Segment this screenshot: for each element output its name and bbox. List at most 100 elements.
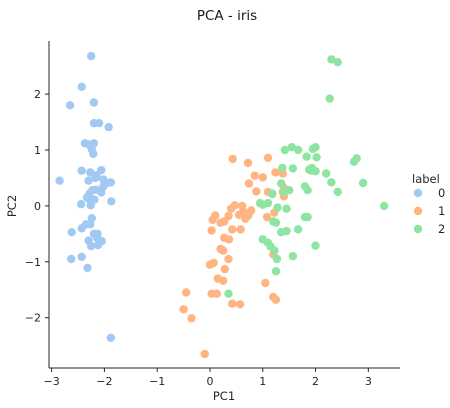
point-label-2 bbox=[307, 166, 316, 175]
point-label-1 bbox=[263, 153, 273, 162]
point-label-1 bbox=[228, 299, 237, 308]
point-label-1 bbox=[228, 154, 237, 164]
point-label-2 bbox=[327, 55, 336, 64]
point-label-0 bbox=[77, 224, 86, 233]
point-label-0 bbox=[67, 254, 76, 264]
point-label-0 bbox=[104, 122, 113, 132]
point-label-1 bbox=[230, 201, 239, 210]
point-label-2 bbox=[349, 157, 359, 166]
point-label-0 bbox=[67, 228, 76, 237]
legend: label 0 1 2 bbox=[412, 172, 445, 236]
point-label-2 bbox=[273, 203, 282, 212]
point-label-1 bbox=[252, 187, 261, 196]
legend-label-0: 0 bbox=[438, 186, 445, 200]
legend-label-2: 2 bbox=[438, 222, 445, 236]
point-label-2 bbox=[312, 153, 321, 162]
point-label-0 bbox=[106, 333, 116, 342]
point-label-2 bbox=[325, 94, 334, 103]
point-label-2 bbox=[327, 178, 336, 187]
point-label-1 bbox=[258, 173, 267, 182]
point-label-1 bbox=[219, 246, 228, 255]
point-label-0 bbox=[77, 166, 86, 175]
point-label-0 bbox=[86, 168, 95, 177]
legend-marker-0 bbox=[413, 188, 423, 198]
point-label-2 bbox=[255, 198, 265, 208]
point-label-2 bbox=[380, 201, 389, 211]
legend-title: label bbox=[412, 172, 440, 186]
point-label-1 bbox=[220, 264, 229, 274]
point-label-1 bbox=[207, 226, 216, 235]
point-label-1 bbox=[262, 212, 272, 222]
legend-marker-1 bbox=[413, 206, 423, 216]
point-label-2 bbox=[303, 212, 312, 222]
point-label-0 bbox=[89, 149, 98, 159]
point-label-2 bbox=[302, 152, 311, 161]
x-tick-label: 2 bbox=[312, 375, 319, 388]
point-label-1 bbox=[234, 210, 244, 219]
point-label-0 bbox=[77, 252, 86, 261]
point-label-2 bbox=[270, 246, 279, 255]
y-axis-label: PC2 bbox=[5, 195, 19, 217]
x-tick-label: 0 bbox=[206, 375, 213, 388]
point-label-2 bbox=[288, 164, 298, 173]
point-label-2 bbox=[311, 143, 320, 152]
x-tick-label: −3 bbox=[44, 375, 60, 388]
point-label-2 bbox=[272, 254, 282, 264]
point-label-2 bbox=[271, 267, 281, 276]
point-label-2 bbox=[278, 163, 287, 173]
y-tick-label: −1 bbox=[25, 256, 41, 269]
point-label-0 bbox=[77, 200, 86, 209]
point-label-0 bbox=[87, 241, 96, 251]
point-label-2 bbox=[280, 145, 290, 155]
point-label-2 bbox=[333, 187, 342, 197]
y-tick-label: 2 bbox=[34, 88, 41, 101]
point-label-0 bbox=[65, 101, 75, 110]
point-label-1 bbox=[224, 235, 234, 244]
point-label-2 bbox=[287, 143, 296, 152]
point-label-0 bbox=[83, 263, 92, 273]
point-label-0 bbox=[107, 197, 116, 206]
point-label-1 bbox=[219, 276, 228, 285]
point-label-1 bbox=[250, 171, 259, 180]
point-label-2 bbox=[277, 179, 286, 188]
point-label-0 bbox=[84, 176, 93, 185]
y-tick-label: 1 bbox=[34, 144, 41, 157]
point-label-2 bbox=[303, 186, 312, 195]
x-tick-label: 1 bbox=[259, 375, 266, 388]
point-label-2 bbox=[279, 187, 289, 197]
point-label-1 bbox=[179, 305, 188, 314]
point-label-1 bbox=[228, 225, 237, 234]
point-label-1 bbox=[236, 225, 245, 234]
point-label-1 bbox=[187, 314, 196, 323]
point-label-0 bbox=[93, 240, 103, 250]
point-label-2 bbox=[293, 145, 303, 155]
point-label-0 bbox=[87, 51, 96, 61]
point-label-0 bbox=[97, 188, 106, 197]
point-label-1 bbox=[244, 211, 253, 220]
point-label-0 bbox=[92, 171, 101, 180]
point-label-1 bbox=[182, 288, 191, 297]
x-tick-label: 3 bbox=[365, 375, 372, 388]
point-label-2 bbox=[293, 225, 303, 234]
point-label-1 bbox=[220, 217, 229, 226]
point-label-1 bbox=[261, 278, 270, 288]
point-label-1 bbox=[209, 258, 218, 268]
point-label-0 bbox=[94, 119, 104, 128]
point-label-2 bbox=[311, 241, 320, 250]
point-label-2 bbox=[224, 289, 233, 298]
legend-label-1: 1 bbox=[438, 204, 445, 218]
point-label-1 bbox=[271, 168, 280, 177]
x-tick-label: −1 bbox=[149, 375, 165, 388]
point-label-0 bbox=[77, 82, 86, 92]
point-label-1 bbox=[235, 300, 245, 309]
point-label-0 bbox=[106, 178, 116, 187]
chart-title: PCA - iris bbox=[197, 8, 257, 24]
point-label-2 bbox=[271, 218, 281, 227]
point-label-1 bbox=[244, 179, 254, 188]
x-tick-label: −2 bbox=[96, 375, 112, 388]
point-label-1 bbox=[212, 289, 221, 298]
point-label-2 bbox=[288, 252, 298, 261]
point-label-0 bbox=[86, 201, 95, 210]
point-label-2 bbox=[282, 204, 291, 213]
